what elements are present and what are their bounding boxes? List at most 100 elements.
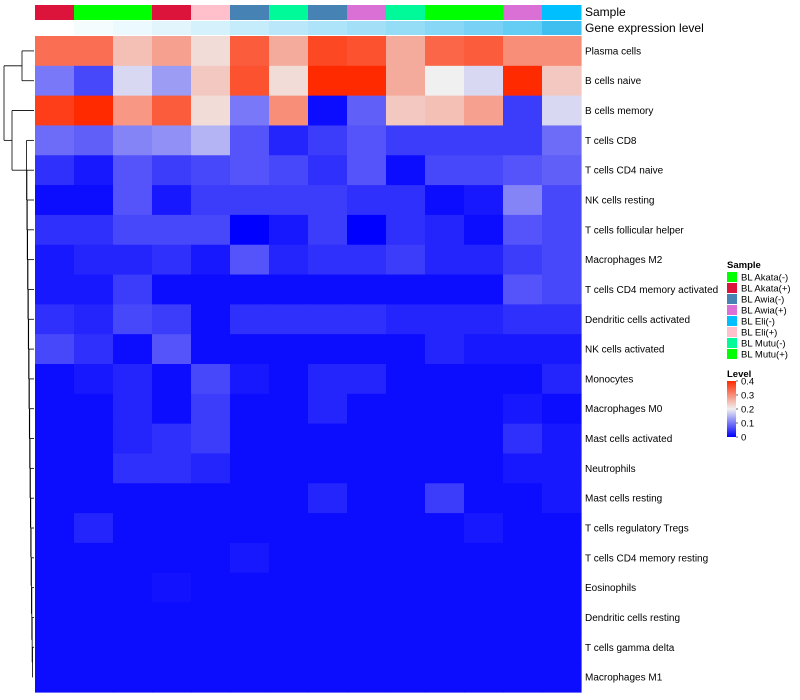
heatmap-cell: [35, 65, 75, 97]
heatmap-cell: [113, 304, 153, 335]
heatmap-cell: [113, 572, 153, 604]
heatmap-cell: [152, 632, 192, 663]
heatmap-cell: [35, 155, 75, 186]
heatmap-cell: [191, 125, 231, 156]
heatmap-cell: [191, 364, 231, 395]
heatmap-cell: [542, 65, 582, 97]
heatmap-cell: [386, 244, 426, 276]
heatmap-cell: [347, 423, 387, 455]
heatmap-cell: [308, 572, 348, 604]
heatmap-cell: [113, 334, 153, 365]
heatmap-cell: [113, 393, 153, 425]
heatmap-cell: [347, 155, 387, 186]
heatmap-cell: [152, 214, 192, 246]
row-label: NK cells resting: [585, 196, 654, 207]
heatmap-cell: [503, 155, 543, 186]
heatmap-cell: [269, 65, 309, 97]
row-label: T cells gamma delta: [585, 643, 675, 654]
annotation-label-expression: Gene expression level: [585, 21, 704, 35]
heatmap-cell: [113, 65, 153, 97]
heatmap-cell: [503, 274, 543, 305]
heatmap-cell: [230, 65, 270, 97]
heatmap-cell: [503, 65, 543, 97]
heatmap-cell: [308, 214, 348, 246]
legend-sample-title: Sample: [727, 260, 761, 271]
heatmap-cell: [230, 602, 270, 633]
heatmap-cell: [425, 65, 465, 97]
heatmap-cell: [308, 364, 348, 395]
expression-annotation-cell: [542, 21, 582, 35]
row-label: T cells CD4 memory activated: [585, 285, 718, 296]
heatmap-cell: [269, 572, 309, 604]
heatmap-cell: [386, 155, 426, 186]
heatmap-cell: [35, 423, 75, 455]
sample-annotation-cell: [347, 5, 387, 20]
heatmap-cell: [425, 423, 465, 455]
heatmap-cell: [230, 453, 270, 484]
heatmap-cell: [308, 632, 348, 663]
heatmap-cell: [113, 602, 153, 633]
heatmap-cell: [464, 125, 504, 156]
legend-swatch: [727, 338, 737, 348]
heatmap-cell: [425, 632, 465, 663]
heatmap-cell: [386, 662, 426, 693]
heatmap-cell: [347, 185, 387, 216]
heatmap-cell: [425, 483, 465, 514]
sample-annotation-cell: [152, 5, 192, 20]
heatmap-cell: [269, 185, 309, 216]
heatmap-cell: [269, 274, 309, 305]
heatmap-cell: [152, 334, 192, 365]
heatmap-cell: [230, 542, 270, 574]
sample-annotation-cell: [464, 5, 504, 20]
legend-entry-label: BL Akata(-): [741, 273, 788, 284]
heatmap-cell: [464, 36, 504, 67]
row-label: B cells memory: [585, 106, 653, 117]
heatmap-cell: [386, 65, 426, 97]
heatmap-cell: [152, 155, 192, 186]
colorbar-tick-label: 0.2: [741, 404, 754, 415]
heatmap-cell: [74, 334, 114, 365]
legend-entry-label: BL Mutu(+): [741, 350, 788, 361]
heatmap-cell: [464, 185, 504, 216]
heatmap-cell: [74, 95, 114, 127]
heatmap-cell: [386, 393, 426, 425]
sample-annotation-cell: [425, 5, 465, 20]
heatmap-cell: [74, 125, 114, 156]
colorbar-tick-label: 0.4: [741, 376, 754, 387]
heatmap-cell: [230, 95, 270, 127]
sample-annotation-cell: [386, 5, 426, 20]
heatmap-cell: [113, 274, 153, 305]
heatmap-cell: [269, 662, 309, 693]
heatmap-cell: [347, 513, 387, 544]
row-label: T cells CD8: [585, 136, 637, 147]
heatmap-cell: [386, 36, 426, 67]
legend-swatch: [727, 327, 737, 337]
heatmap-cell: [386, 185, 426, 216]
heatmap-cell: [464, 542, 504, 574]
legend-entry-label: BL Awia(-): [741, 295, 784, 306]
expression-annotation-cell: [230, 21, 270, 35]
heatmap-cell: [308, 393, 348, 425]
heatmap-cell: [542, 453, 582, 484]
heatmap-cell: [152, 423, 192, 455]
row-label: T cells CD4 memory resting: [585, 553, 708, 564]
heatmap-cell: [230, 244, 270, 276]
heatmap-cell: [542, 602, 582, 633]
heatmap-cell: [152, 483, 192, 514]
heatmap-cell: [347, 95, 387, 127]
heatmap-cell: [191, 155, 231, 186]
heatmap-cell: [74, 274, 114, 305]
heatmap-cell: [503, 453, 543, 484]
heatmap-cell: [269, 483, 309, 514]
sample-annotation-cell: [308, 5, 348, 20]
heatmap-cell: [464, 304, 504, 335]
heatmap-cell: [386, 542, 426, 574]
heatmap-cell: [35, 185, 75, 216]
heatmap-cell: [113, 155, 153, 186]
heatmap-cell: [503, 244, 543, 276]
heatmap-cell: [269, 95, 309, 127]
heatmap-cell: [347, 662, 387, 693]
heatmap-cell: [425, 125, 465, 156]
expression-annotation-cell: [152, 21, 192, 35]
